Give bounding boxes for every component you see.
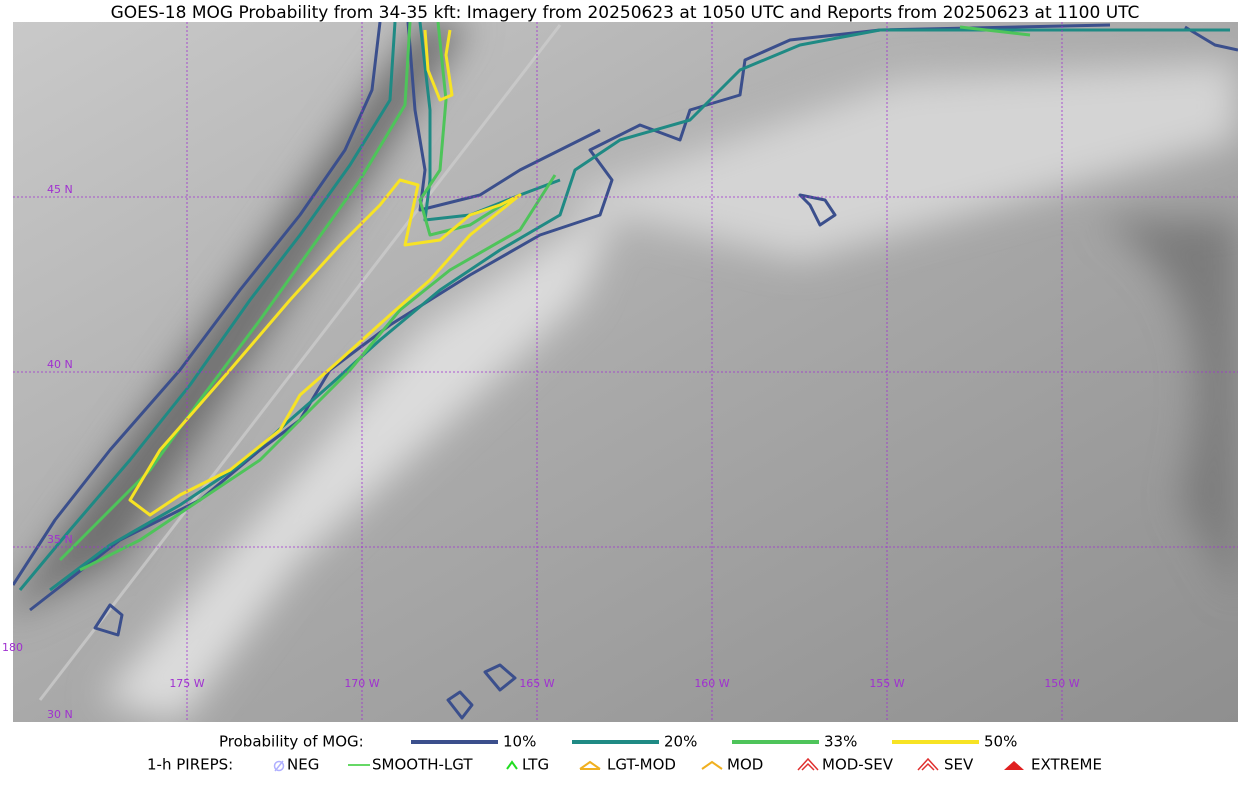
contour — [406, 22, 601, 212]
pirep-label: EXTREME — [1031, 756, 1102, 774]
level-legend: 10% 20% 33% 50% — [411, 733, 1017, 751]
legend: Probability of MOG: 10% 20% 33% 50% 1-h PIR… — [147, 733, 1102, 774]
contour — [29, 23, 1111, 612]
contour — [798, 193, 837, 227]
pirep-label: LTG — [522, 756, 549, 774]
legend-label: 50% — [984, 733, 1017, 751]
pirep-label: SMOOTH-LGT — [372, 756, 473, 774]
contour — [128, 178, 522, 517]
pirep-label: MOD-SEV — [822, 756, 894, 774]
title: GOES-18 MOG Probability from 34-35 kft: … — [111, 3, 1140, 23]
lon-label: 180 — [2, 641, 23, 654]
contour — [79, 174, 557, 572]
pirep-label: LGT-MOD — [607, 756, 676, 774]
lon-label: 165 W — [519, 677, 554, 690]
contour — [483, 663, 517, 692]
graticule — [13, 22, 1238, 722]
contour — [959, 25, 1031, 37]
lat-label: 45 N — [47, 183, 73, 196]
legend-title: Probability of MOG: — [219, 733, 364, 751]
pirep-label: SEV — [944, 756, 974, 774]
contour — [13, 22, 382, 586]
lat-label: 30 N — [47, 708, 73, 721]
lon-label: 170 W — [344, 677, 379, 690]
contour — [1184, 25, 1238, 52]
contour — [58, 22, 412, 562]
contours — [13, 22, 1238, 720]
lon-label: 175 W — [169, 677, 204, 690]
lon-label: 160 W — [694, 677, 729, 690]
legend-label: 20% — [664, 733, 697, 751]
legend-label: 10% — [503, 733, 536, 751]
lon-label: 150 W — [1044, 677, 1079, 690]
contour — [446, 690, 474, 720]
legend-label: 33% — [824, 733, 857, 751]
pirep-label: NEG — [287, 756, 319, 774]
contour — [18, 22, 397, 591]
lat-label: 35 N — [47, 533, 73, 546]
lon-label: 155 W — [869, 677, 904, 690]
contour — [93, 603, 124, 637]
cloud-features — [13, 22, 1238, 722]
lat-label: 40 N — [47, 358, 73, 371]
legend-title: 1-h PIREPS: — [147, 756, 233, 774]
pirep-label: MOD — [727, 756, 763, 774]
contour — [423, 29, 454, 102]
contour — [418, 22, 511, 237]
